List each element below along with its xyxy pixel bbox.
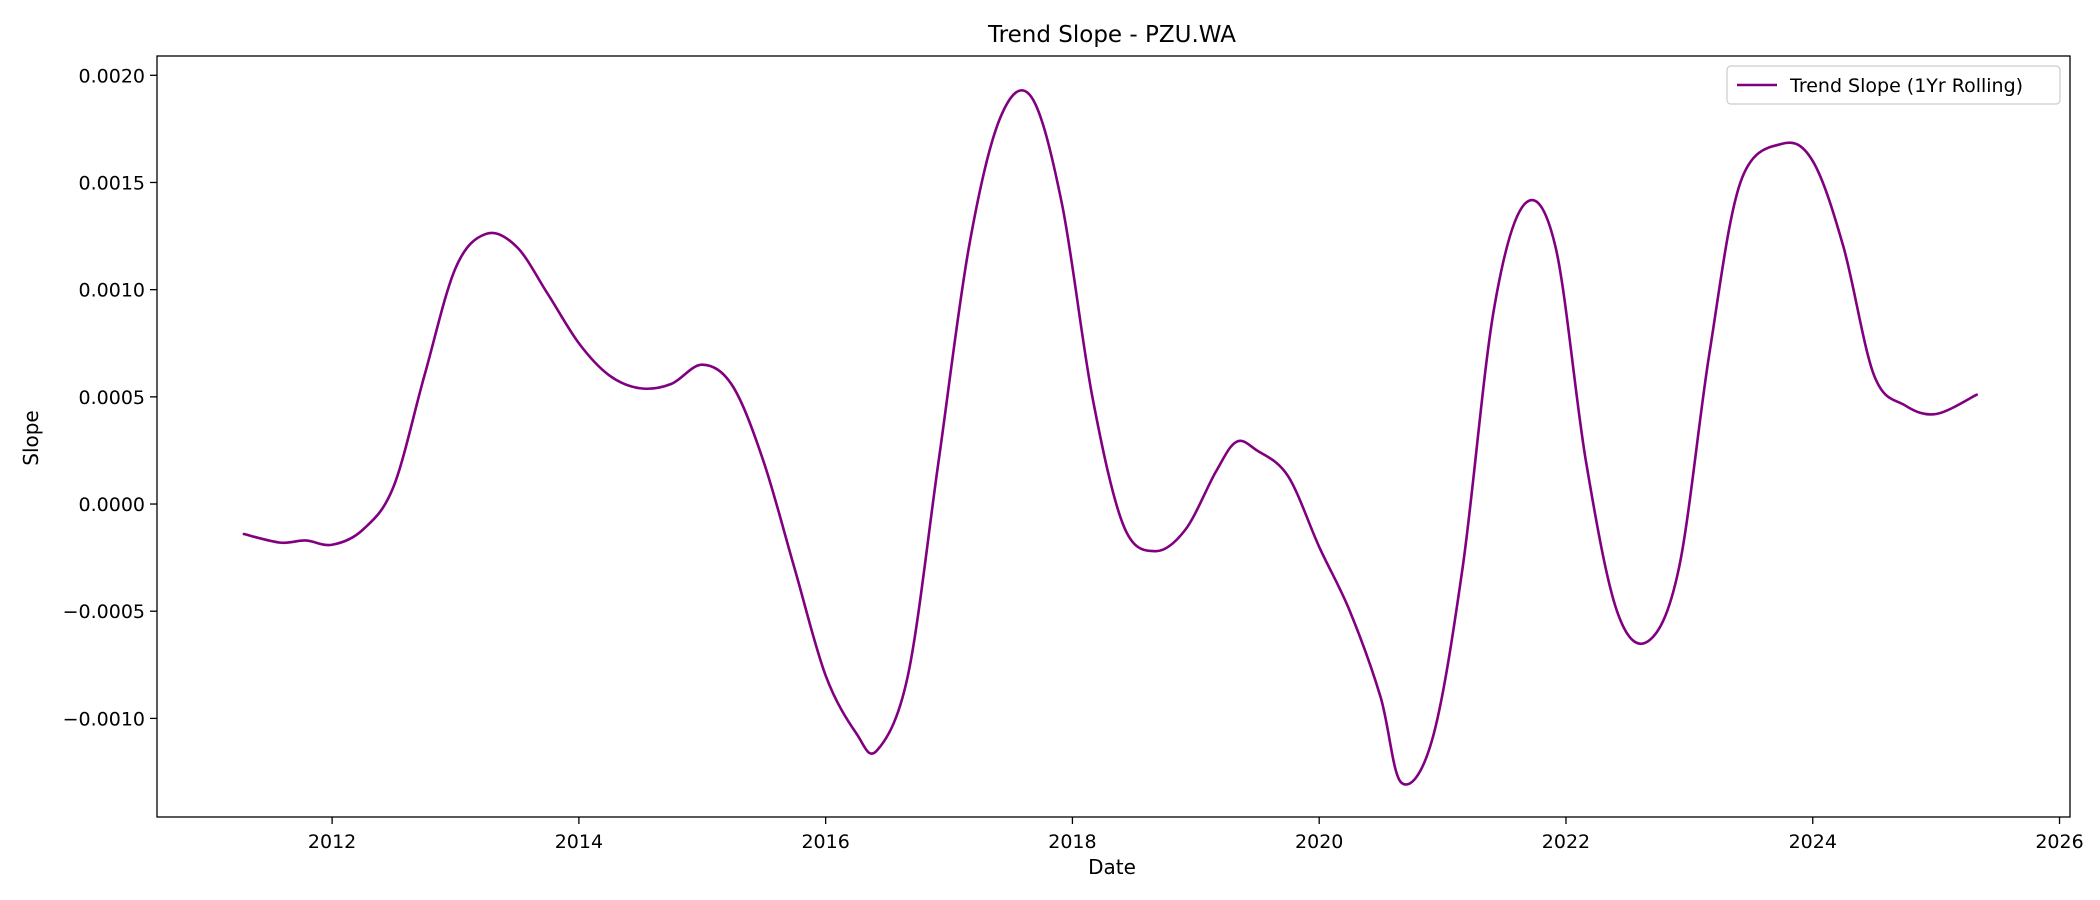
legend-box: [1726, 65, 2061, 105]
x-tick-label: 2024: [1789, 831, 1837, 853]
y-tick-label: 0.0010: [79, 280, 145, 302]
x-axis-label: Date: [1088, 855, 1136, 879]
y-tick-label: 0.0000: [79, 494, 145, 516]
x-tick-label: 2026: [2035, 831, 2083, 853]
axes: 2012 2014 2016 2018 2020 2022 2024 2026 −0.0010 −…: [63, 55, 2084, 853]
x-tick-label: 2012: [308, 831, 356, 853]
legend-label: Trend Slope (1Yr Rolling): [1789, 75, 2023, 97]
plot-frame: [156, 55, 2071, 818]
series-line-0: [242, 89, 1978, 786]
x-tick-label: 2014: [555, 831, 603, 853]
y-tick-label: 0.0005: [79, 387, 145, 409]
x-tick-label: 2022: [1542, 831, 1590, 853]
y-tick-label: 0.0015: [79, 172, 145, 194]
legend: Trend Slope (1Yr Rolling): [1726, 65, 2061, 105]
x-tick-label: 2020: [1295, 831, 1343, 853]
y-tick-label: −0.0010: [63, 708, 145, 730]
y-tick-label: −0.0005: [63, 601, 145, 623]
plot-area: [242, 89, 1978, 786]
x-tick-label: 2016: [801, 831, 849, 853]
x-tick-label: 2018: [1048, 831, 1096, 853]
y-axis-label: Slope: [19, 410, 43, 466]
chart-title: Trend Slope - PZU.WA: [987, 22, 1236, 48]
y-tick-label: 0.0020: [79, 65, 145, 87]
